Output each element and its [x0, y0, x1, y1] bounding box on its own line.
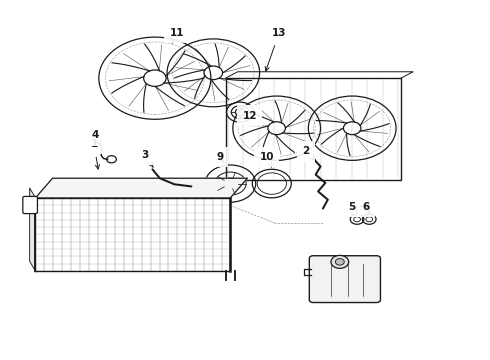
Text: 13: 13 [265, 28, 286, 71]
Text: 1: 1 [90, 139, 99, 169]
Text: 3: 3 [142, 150, 153, 167]
Text: 12: 12 [243, 111, 257, 121]
Text: 2: 2 [302, 147, 315, 160]
Text: 8: 8 [362, 261, 369, 271]
Polygon shape [30, 188, 35, 271]
Text: 10: 10 [260, 152, 274, 167]
Text: 7: 7 [310, 265, 326, 276]
Circle shape [335, 258, 344, 265]
Text: 4: 4 [92, 130, 101, 146]
FancyBboxPatch shape [309, 256, 380, 302]
Text: 11: 11 [170, 28, 184, 43]
Circle shape [331, 255, 349, 268]
Text: 6: 6 [362, 202, 369, 212]
Polygon shape [35, 198, 230, 271]
Polygon shape [35, 178, 247, 198]
Text: 9: 9 [216, 152, 223, 162]
FancyBboxPatch shape [23, 197, 37, 213]
Text: 5: 5 [348, 202, 356, 212]
